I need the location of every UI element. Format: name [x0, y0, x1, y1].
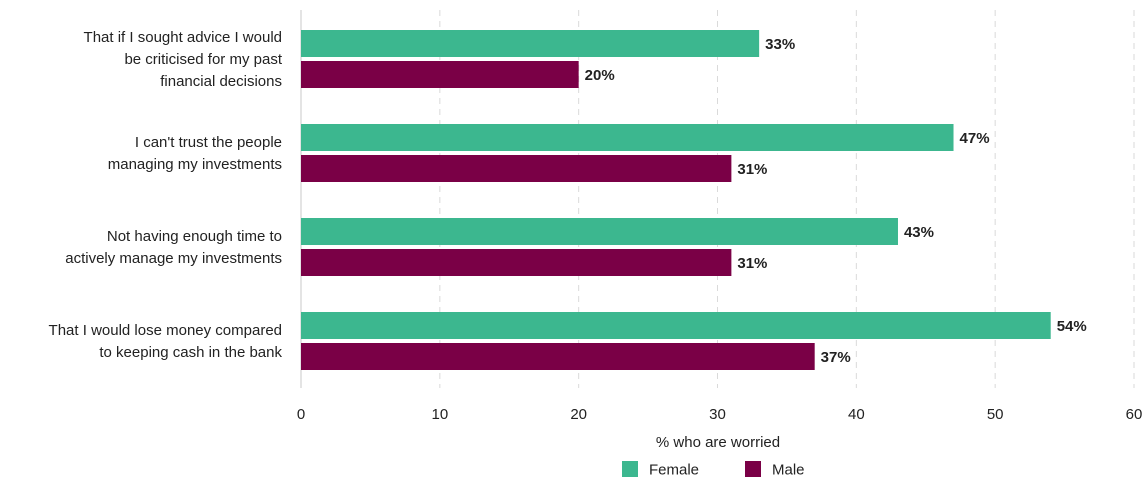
legend-label: Female	[649, 462, 699, 479]
legend-swatch-female	[622, 461, 638, 477]
bars: 33% 20% 47% 31% 43% 31% 54% 37%	[301, 30, 1087, 370]
x-axis-ticks: 0 10 20 30 40 50 60	[297, 406, 1143, 423]
category-label: That I would lose money compared to keepi…	[49, 322, 283, 361]
data-label: 31%	[737, 161, 767, 178]
category-label-line: managing my investments	[108, 156, 282, 173]
x-tick-label: 20	[570, 406, 587, 423]
bar-female	[301, 218, 898, 245]
x-tick-label: 30	[709, 406, 726, 423]
data-label: 43%	[904, 224, 934, 241]
data-label: 20%	[585, 67, 615, 84]
bar-female	[301, 30, 760, 57]
data-label: 31%	[737, 255, 767, 272]
data-label: 54%	[1057, 318, 1087, 335]
category-label-line: actively manage my investments	[65, 250, 282, 267]
x-tick-label: 60	[1126, 406, 1143, 423]
x-tick-label: 50	[987, 406, 1004, 423]
category-label: Not having enough time to actively manage…	[65, 228, 282, 267]
category-label-line: financial decisions	[160, 73, 282, 90]
category-labels: That if I sought advice I would be critic…	[49, 29, 283, 361]
category-label: I can't trust the people managing my inve…	[108, 134, 282, 173]
x-tick-label: 10	[431, 406, 448, 423]
category-label-line: to keeping cash in the bank	[99, 344, 282, 361]
legend: Female Male	[622, 461, 805, 479]
category-label: That if I sought advice I would be critic…	[84, 29, 283, 90]
bar-female	[301, 124, 954, 151]
bar-male	[301, 61, 579, 88]
x-tick-label: 0	[297, 406, 305, 423]
x-tick-label: 40	[848, 406, 865, 423]
legend-swatch-male	[745, 461, 761, 477]
bar-male	[301, 155, 732, 182]
category-label-line: I can't trust the people	[135, 134, 282, 151]
data-label: 37%	[821, 349, 851, 366]
bar-male	[301, 249, 732, 276]
category-label-line: be criticised for my past	[124, 51, 282, 68]
bar-male	[301, 343, 815, 370]
bar-female	[301, 312, 1051, 339]
x-axis-title: % who are worried	[656, 434, 780, 451]
category-label-line: That I would lose money compared	[49, 322, 282, 339]
legend-label: Male	[772, 462, 805, 479]
data-label: 47%	[960, 130, 990, 147]
category-label-line: That if I sought advice I would	[84, 29, 282, 46]
data-label: 33%	[765, 36, 795, 53]
category-label-line: Not having enough time to	[107, 228, 282, 245]
